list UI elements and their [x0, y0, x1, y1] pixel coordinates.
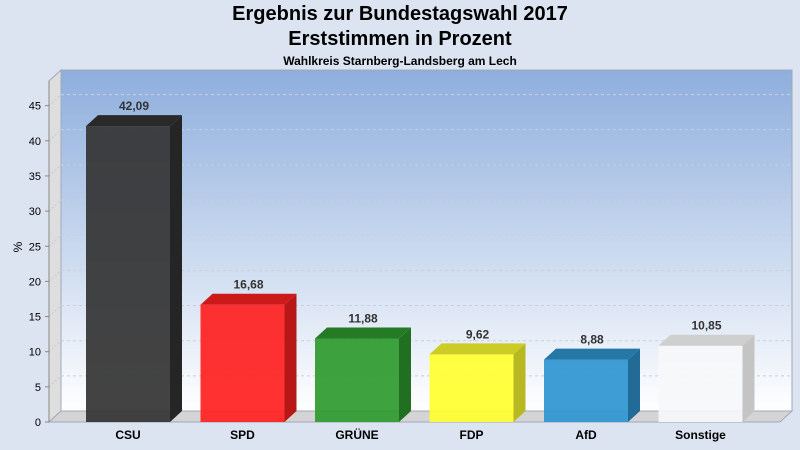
- gridline-side: [48, 164, 62, 177]
- x-tick-label: CSU: [115, 428, 140, 442]
- bar-top: [429, 343, 526, 355]
- bar-afd: [544, 359, 628, 422]
- gridline-side: [48, 305, 62, 317]
- x-tick-label: GRÜNE: [335, 427, 378, 442]
- gridline-side: [48, 199, 62, 212]
- y-tick-label: 40: [29, 136, 41, 148]
- data-label: 8,88: [580, 333, 604, 347]
- y-tick-label: 5: [35, 382, 41, 394]
- bar-top: [658, 334, 755, 346]
- bar-spd: [200, 304, 285, 422]
- data-label: 10,85: [691, 319, 721, 333]
- y-tick-label: 30: [29, 206, 41, 218]
- chart-subsubtitle: Wahlkreis Starnberg-Landsberg am Lech: [283, 54, 517, 68]
- gridline-side: [48, 129, 62, 142]
- plot-left-wall: [48, 68, 62, 424]
- bar-sonstige: [658, 345, 743, 422]
- data-label: 42,09: [119, 99, 149, 113]
- bar-side: [513, 343, 526, 422]
- gridline-side: [48, 375, 62, 388]
- y-tick-label: 0: [35, 417, 41, 429]
- bar-fdp: [429, 354, 514, 422]
- y-tick-label: 45: [29, 101, 41, 113]
- y-tick-label: 20: [29, 276, 41, 288]
- chart-subtitle: Erststimmen in Prozent: [288, 28, 512, 50]
- bar-side: [742, 334, 755, 422]
- y-tick-label: 10: [29, 347, 41, 359]
- bar-side: [170, 115, 182, 422]
- bar-side: [399, 327, 411, 422]
- x-tick-label: FDP: [460, 428, 484, 442]
- gridline-side: [48, 270, 62, 282]
- data-label: 11,88: [348, 311, 378, 325]
- y-axis-label: %: [11, 241, 25, 252]
- gridline-side: [48, 340, 62, 353]
- x-tick-label: AfD: [575, 428, 597, 442]
- gridline-side: [48, 234, 62, 247]
- bar-csu: [86, 126, 170, 422]
- x-tick-label: Sonstige: [675, 428, 726, 442]
- y-tick-label: 15: [29, 312, 41, 324]
- bar-top: [86, 115, 182, 127]
- bar-side: [284, 293, 297, 422]
- y-tick-label: 25: [29, 241, 41, 253]
- bar-side: [628, 348, 640, 422]
- y-tick-label: 35: [29, 171, 41, 183]
- gridline-side: [48, 94, 62, 107]
- bar-top: [544, 348, 640, 360]
- chart-title: Ergebnis zur Bundestagswahl 2017: [232, 3, 568, 25]
- x-tick-label: SPD: [230, 428, 255, 442]
- bar-top: [315, 327, 411, 339]
- bar-grüne: [315, 338, 399, 422]
- data-label: 9,62: [466, 327, 490, 341]
- data-label: 16,68: [233, 278, 263, 292]
- bar-top: [200, 293, 297, 305]
